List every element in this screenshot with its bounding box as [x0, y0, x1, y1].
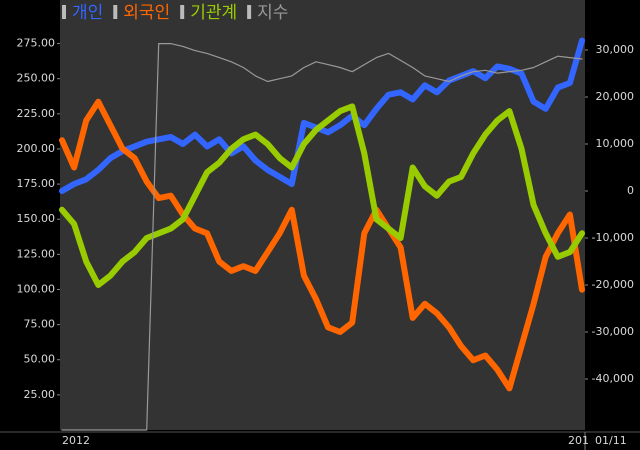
y2-tick-label: 0: [627, 184, 634, 197]
y-tick-label: 125.00: [17, 247, 56, 260]
y-tick-label: 75.00: [24, 318, 56, 331]
legend-swatch: [180, 5, 185, 19]
series-line: [59, 98, 585, 392]
legend-text: 개인: [72, 3, 103, 23]
y-tick-label: 250.00: [17, 72, 56, 85]
series-line: [59, 37, 585, 194]
y2-tick-label: -20,000: [592, 278, 634, 291]
y-tick-label: 50.00: [24, 353, 56, 366]
y2-tick-label: 20,000: [596, 90, 635, 103]
y-tick-label: 275.00: [17, 37, 56, 50]
y2-tick-label: -40,000: [592, 372, 634, 385]
y-tick-label: 200.00: [17, 142, 56, 155]
date-label: 01/11: [595, 434, 627, 447]
legend-text: 지수: [257, 3, 288, 23]
x-tick-label: 201: [568, 434, 589, 447]
y2-tick-label: -30,000: [592, 325, 634, 338]
y2-tick-label: 30,000: [596, 43, 635, 56]
series-line: [59, 103, 585, 288]
y-tick-label: 175.00: [17, 177, 56, 190]
y-tick-label: 225.00: [17, 107, 56, 120]
y-tick-label: 25.00: [24, 388, 56, 401]
legend-swatch: [62, 5, 66, 19]
y2-tick-label: 10,000: [596, 137, 635, 150]
legend-swatch: [113, 5, 118, 19]
series-line: [61, 43, 583, 431]
y-tick-label: 100.00: [17, 282, 56, 295]
plot-area: [60, 0, 585, 430]
legend-text: 외국인: [123, 3, 170, 23]
legend-text: 기관계: [190, 3, 237, 23]
y2-tick-label: -10,000: [592, 231, 634, 244]
x-tick-label: 2012: [62, 434, 90, 447]
legend-swatch: [247, 5, 252, 19]
y-tick-label: 150.00: [17, 212, 56, 225]
